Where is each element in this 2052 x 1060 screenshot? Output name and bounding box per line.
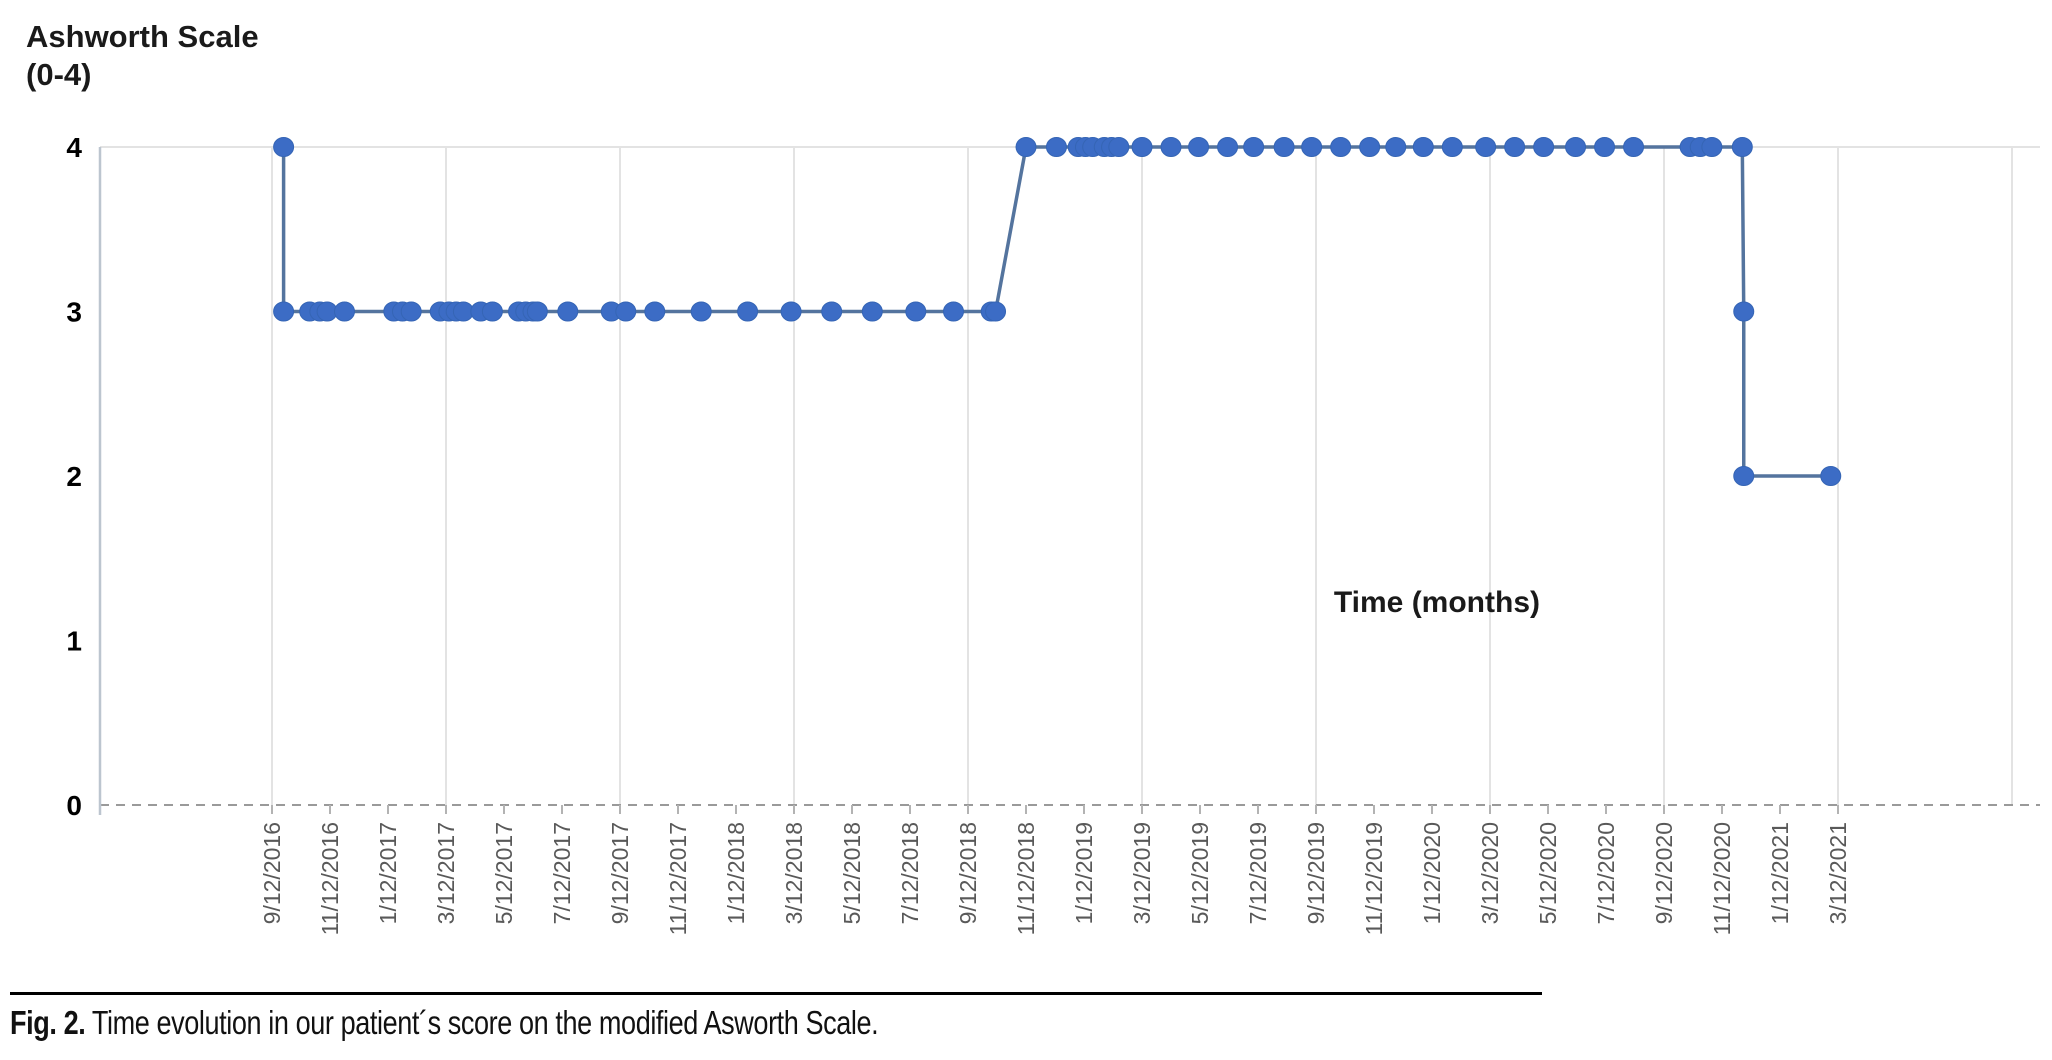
data-point [273, 301, 295, 322]
data-point [1623, 137, 1645, 157]
data-point [690, 301, 712, 322]
x-tick-label: 11/12/2019 [1361, 822, 1387, 935]
data-point [1045, 137, 1067, 157]
x-tick-label: 5/12/2018 [839, 822, 865, 924]
x-tick-label: 9/12/2018 [955, 822, 981, 924]
data-point [1733, 466, 1755, 486]
y-tick-label: 2 [66, 461, 82, 492]
x-tick-label: 5/12/2019 [1187, 822, 1213, 924]
data-point [1412, 137, 1434, 157]
data-point [526, 301, 548, 322]
x-tick-label: 7/12/2018 [897, 822, 923, 924]
data-point [1301, 137, 1323, 157]
x-tick-label: 11/12/2020 [1709, 822, 1735, 935]
y-tick-label: 3 [66, 297, 82, 328]
data-point [1131, 137, 1153, 157]
y-axis-title-line2: (0-4) [26, 57, 92, 92]
x-tick-label: 3/12/2019 [1129, 822, 1155, 924]
caption-figure-number: Fig. 2. [10, 1004, 86, 1041]
y-axis-title: Ashworth Scale (0-4) [26, 18, 259, 94]
y-tick-label: 0 [66, 790, 82, 821]
x-tick-label: 7/12/2020 [1593, 822, 1619, 924]
data-point [1820, 466, 1842, 486]
data-point [1188, 137, 1210, 157]
series-markers [273, 137, 1842, 486]
data-point [1733, 301, 1755, 322]
x-tick-label: 7/12/2017 [549, 822, 575, 924]
data-point [1330, 137, 1352, 157]
data-point [943, 301, 964, 322]
x-tick-label: 3/12/2020 [1477, 822, 1503, 924]
data-point [334, 301, 355, 322]
data-point [861, 301, 883, 322]
x-tick-label: 1/12/2017 [375, 822, 401, 924]
x-tick-label: 1/12/2018 [723, 822, 749, 924]
x-tick-label: 3/12/2017 [433, 822, 459, 924]
x-tick-label: 5/12/2020 [1535, 822, 1561, 924]
ashworth-scale-chart: 9/12/2016 11/12/2016 1/12/2017 3/12/2017 5/1… [66, 132, 2040, 935]
chart-svg: 9/12/2016 11/12/2016 1/12/2017 3/12/2017 5/1… [66, 132, 2040, 935]
data-point [557, 301, 579, 322]
data-point [780, 301, 802, 322]
x-tick-label: 3/12/2018 [781, 822, 807, 924]
data-point [821, 301, 843, 322]
data-point [1701, 137, 1723, 157]
data-point [1217, 137, 1239, 157]
data-point [1594, 137, 1616, 157]
vertical-gridlines [271, 147, 2013, 805]
data-point [1015, 137, 1037, 157]
data-point [985, 301, 1007, 322]
data-point [1475, 137, 1497, 157]
data-point [1243, 137, 1265, 157]
data-point [737, 301, 759, 322]
data-point [1533, 137, 1555, 157]
x-axis-tick-labels: 9/12/2016 11/12/2016 1/12/2017 3/12/2017 5/1… [259, 822, 1851, 935]
x-tick-label: 11/12/2016 [317, 822, 343, 935]
data-point [1359, 137, 1381, 157]
x-tick-label: 9/12/2020 [1651, 822, 1677, 924]
y-tick-label: 4 [66, 132, 82, 163]
x-tick-label: 1/12/2019 [1071, 822, 1097, 924]
data-point [1731, 137, 1753, 157]
figure-caption: Fig. 2. Time evolution in our patient´s … [10, 992, 1542, 1042]
data-point [400, 301, 422, 322]
data-point [481, 301, 503, 322]
data-point [1108, 137, 1130, 157]
x-tick-label: 3/12/2021 [1825, 822, 1851, 924]
x-tick-label: 11/12/2017 [665, 822, 691, 935]
x-tick-label: 5/12/2017 [491, 822, 517, 924]
data-point [905, 301, 927, 322]
data-point [1273, 137, 1295, 157]
x-tick-label: 9/12/2017 [607, 822, 633, 924]
data-point [644, 301, 666, 322]
data-point [1565, 137, 1587, 157]
x-axis-ticks [271, 805, 1839, 814]
x-tick-label: 9/12/2019 [1303, 822, 1329, 924]
x-tick-label: 11/12/2018 [1013, 822, 1039, 935]
data-point [1441, 137, 1463, 157]
caption-line: Fig. 2. Time evolution in our patient´s … [10, 1004, 1266, 1042]
x-tick-label: 1/12/2020 [1419, 822, 1445, 924]
caption-text: Time evolution in our patient´s score on… [85, 1004, 879, 1041]
x-tick-label: 7/12/2019 [1245, 822, 1271, 924]
y-axis-title-line1: Ashworth Scale [26, 19, 259, 54]
x-tick-label: 1/12/2021 [1767, 822, 1793, 924]
data-point [1160, 137, 1182, 157]
data-point [273, 137, 295, 157]
y-axis-tick-labels: 4 3 2 1 0 [66, 132, 82, 821]
data-point [1385, 137, 1407, 157]
x-axis-title: Time (months) [1333, 586, 1540, 619]
data-point [1504, 137, 1526, 157]
x-tick-label: 9/12/2016 [259, 822, 285, 924]
data-point [615, 301, 637, 322]
y-tick-label: 1 [66, 626, 82, 657]
